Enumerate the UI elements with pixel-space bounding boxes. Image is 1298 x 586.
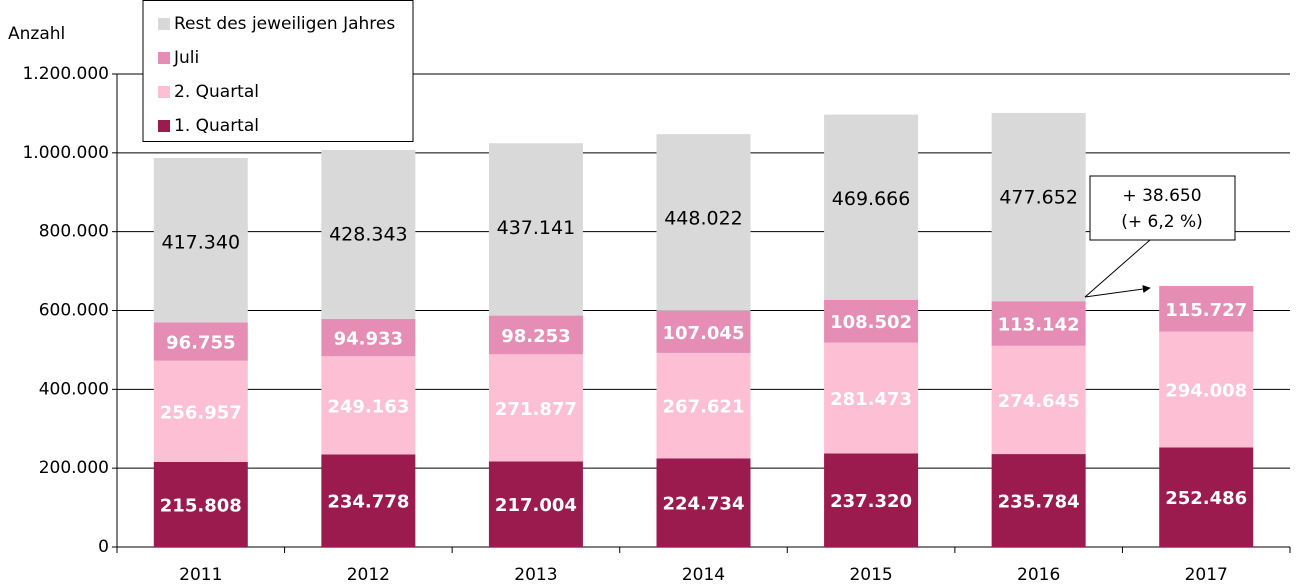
bar-segment bbox=[824, 114, 919, 300]
bar-segment bbox=[321, 149, 416, 319]
bar-segment bbox=[153, 461, 248, 547]
x-tick-label: 2011 bbox=[179, 565, 222, 585]
legend: 1. Quartal 2. Quartal Juli Rest des jeweili… bbox=[142, 0, 414, 142]
data-label: 234.778 bbox=[327, 492, 409, 513]
legend-box bbox=[142, 0, 414, 142]
y-tick-label: 1.000.000 bbox=[22, 143, 109, 163]
bar-segment bbox=[991, 454, 1086, 547]
bar-segment bbox=[321, 356, 416, 455]
data-label: 281.473 bbox=[830, 389, 912, 410]
data-label: 115.727 bbox=[1165, 300, 1247, 321]
bar-segment bbox=[1159, 285, 1254, 332]
data-label: 274.645 bbox=[998, 391, 1080, 412]
y-tick-label: 0 bbox=[98, 537, 109, 557]
data-label: 448.022 bbox=[664, 208, 743, 230]
bar-segment bbox=[153, 360, 248, 462]
data-label: 249.163 bbox=[327, 396, 409, 417]
bar-segment bbox=[488, 315, 583, 355]
data-label: 437.141 bbox=[497, 217, 576, 239]
legend-swatch bbox=[158, 120, 170, 132]
bar-segment bbox=[824, 453, 919, 547]
data-label: 469.666 bbox=[832, 188, 911, 210]
bar-segment bbox=[321, 318, 416, 357]
data-label: 96.755 bbox=[166, 333, 235, 354]
y-tick-label: 200.000 bbox=[39, 458, 109, 478]
bar-segment bbox=[656, 352, 751, 459]
data-label: 417.340 bbox=[161, 232, 240, 254]
bar-segment bbox=[488, 143, 583, 316]
annotation-box bbox=[1089, 175, 1236, 241]
legend-label: 2. Quartal bbox=[174, 82, 259, 102]
x-tick-label: 2014 bbox=[682, 565, 725, 585]
data-label: 224.734 bbox=[663, 494, 745, 515]
y-tick-label: 400.000 bbox=[39, 379, 109, 399]
x-tick-label: 2012 bbox=[347, 565, 390, 585]
y-tick-label: 600.000 bbox=[39, 301, 109, 321]
data-label: 235.784 bbox=[998, 492, 1080, 513]
data-label: 428.343 bbox=[329, 223, 408, 245]
data-label: 294.008 bbox=[1165, 381, 1247, 402]
data-label: 108.502 bbox=[830, 312, 912, 333]
data-label: 477.652 bbox=[999, 186, 1078, 208]
y-axis-label: Anzahl bbox=[8, 24, 65, 44]
bar-segment bbox=[488, 461, 583, 547]
x-tick-label: 2017 bbox=[1185, 565, 1228, 585]
data-label: 107.045 bbox=[663, 323, 745, 344]
bar-segment bbox=[991, 112, 1086, 302]
bar-segment bbox=[321, 454, 416, 547]
data-label: 215.808 bbox=[160, 495, 242, 516]
bar-segment bbox=[1159, 447, 1254, 547]
annotation-line bbox=[1084, 239, 1151, 298]
bar-segment bbox=[153, 158, 248, 323]
data-label: 252.486 bbox=[1165, 488, 1247, 509]
annotation-text: (+ 6,2 %) bbox=[1121, 212, 1203, 232]
legend-label: 1. Quartal bbox=[174, 116, 259, 136]
bar-segment bbox=[824, 299, 919, 343]
bar-segment bbox=[1159, 331, 1254, 448]
legend-label: Juli bbox=[173, 48, 199, 68]
x-tick-label: 2013 bbox=[514, 565, 557, 585]
data-label: 267.621 bbox=[663, 397, 745, 418]
bar-segment bbox=[153, 322, 248, 361]
legend-swatch bbox=[158, 86, 170, 98]
data-label: 271.877 bbox=[495, 399, 577, 420]
legend-swatch bbox=[158, 52, 170, 64]
bar-segment bbox=[991, 301, 1086, 346]
legend-label: Rest des jeweiligen Jahres bbox=[174, 14, 395, 34]
data-label: 217.004 bbox=[495, 495, 577, 516]
x-tick-label: 2015 bbox=[849, 565, 892, 585]
annotation-text: + 38.650 bbox=[1122, 186, 1201, 206]
bar-segment bbox=[656, 458, 751, 547]
data-label: 113.142 bbox=[998, 315, 1080, 336]
y-tick-label: 800.000 bbox=[39, 222, 109, 242]
bar-segment bbox=[824, 342, 919, 454]
x-tick-label: 2016 bbox=[1017, 565, 1060, 585]
bar-segment bbox=[656, 310, 751, 353]
legend-swatch bbox=[158, 18, 170, 30]
y-tick-label: 1.200.000 bbox=[22, 64, 109, 84]
data-label: 98.253 bbox=[501, 326, 570, 347]
plot: 0 200.000 400.000 600.000 800.000 1.000.000 1.… bbox=[22, 64, 1291, 585]
data-label: 94.933 bbox=[334, 329, 403, 350]
annotation-arrow bbox=[1084, 285, 1151, 298]
data-label: 256.957 bbox=[160, 402, 242, 423]
bar-segment bbox=[656, 134, 751, 311]
bar-segment bbox=[991, 345, 1086, 455]
bar-segment bbox=[488, 354, 583, 462]
data-label: 237.320 bbox=[830, 491, 912, 512]
